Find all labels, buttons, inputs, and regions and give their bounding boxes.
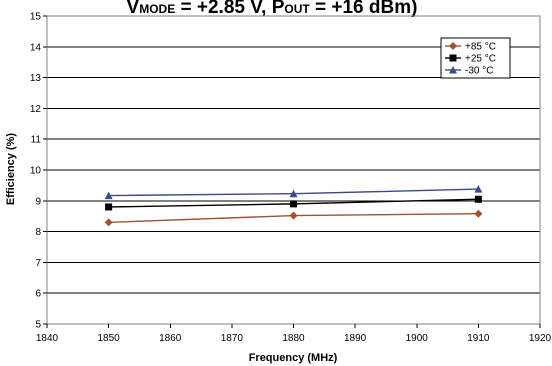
series-1 xyxy=(105,195,482,211)
x-tick-label: 1910 xyxy=(467,333,490,344)
legend-label: -30 °C xyxy=(465,66,493,77)
x-tick-label: 1850 xyxy=(98,333,121,344)
y-tick-label: 12 xyxy=(30,104,42,115)
y-tick-label: 6 xyxy=(35,289,41,300)
x-tick-label: 1870 xyxy=(221,333,244,344)
y-tick-label: 11 xyxy=(31,135,42,146)
data-point xyxy=(104,218,113,227)
x-tick-label: 1890 xyxy=(344,333,367,344)
x-tick-label: 1880 xyxy=(282,333,305,344)
x-axis-label: Frequency (MHz) xyxy=(249,352,338,364)
chart-title-part: V xyxy=(127,0,140,18)
data-point xyxy=(289,211,298,220)
data-point xyxy=(474,185,483,193)
legend-label: +25 °C xyxy=(465,54,496,65)
series-2 xyxy=(104,185,483,200)
legend-marker xyxy=(449,54,457,62)
y-tick-label: 14 xyxy=(30,42,42,53)
x-tick-label: 1840 xyxy=(36,333,59,344)
axis-ticks xyxy=(43,15,541,328)
x-tick-label: 1860 xyxy=(159,333,182,344)
legend-label: +85 °C xyxy=(465,42,496,53)
data-point xyxy=(290,200,297,208)
x-tick-label: 1900 xyxy=(406,333,429,344)
data-point xyxy=(474,209,483,218)
y-tick-labels: 5 6 7 8 9 10 11 12 13 14 15 xyxy=(30,12,42,331)
y-axis-label: Efficiency (%) xyxy=(5,133,17,205)
data-point xyxy=(105,203,113,211)
y-tick-label: 8 xyxy=(35,227,41,238)
y-tick-label: 7 xyxy=(35,258,41,269)
y-tick-label: 5 xyxy=(35,320,41,331)
legend-marker xyxy=(449,66,457,74)
data-point xyxy=(104,191,113,200)
data-point xyxy=(289,189,298,198)
series-0 xyxy=(104,209,483,227)
chart-title-part: MODE xyxy=(139,2,175,16)
y-tick-label: 9 xyxy=(35,196,41,207)
x-tick-labels: 1840 1850 1860 1870 1880 1890 1900 1910 1920 xyxy=(36,333,552,344)
y-tick-label: 10 xyxy=(30,166,42,177)
chart-title: VMODE = +2.85 V, POUT = +16 dBm) xyxy=(127,0,418,18)
x-tick-label: 1920 xyxy=(529,333,552,344)
data-point xyxy=(474,195,482,203)
y-tick-label: 15 xyxy=(30,12,42,23)
chart-title-part: = +2.85 V, P xyxy=(175,0,284,18)
legend: +85 °C+25 °C-30 °C xyxy=(440,37,511,79)
chart-title-part: OUT xyxy=(284,2,310,16)
series-layer xyxy=(104,185,483,227)
chart-title-part: = +16 dBm) xyxy=(310,0,418,18)
y-tick-label: 13 xyxy=(30,73,42,84)
legend-marker xyxy=(449,42,457,50)
